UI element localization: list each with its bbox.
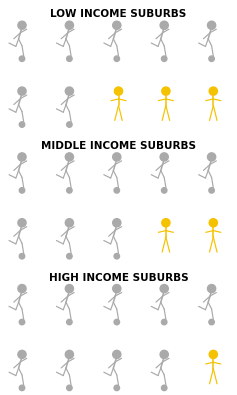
Circle shape (67, 385, 72, 391)
Circle shape (65, 87, 73, 95)
Circle shape (18, 21, 26, 29)
Circle shape (209, 350, 217, 359)
Circle shape (67, 56, 72, 62)
Text: HIGH INCOME SUBURBS: HIGH INCOME SUBURBS (49, 273, 188, 282)
Circle shape (161, 319, 167, 325)
Circle shape (113, 350, 121, 359)
Circle shape (114, 87, 123, 95)
Circle shape (113, 284, 121, 293)
Circle shape (114, 254, 119, 259)
Circle shape (209, 56, 214, 62)
Circle shape (65, 284, 73, 293)
Circle shape (161, 56, 167, 62)
Circle shape (18, 87, 26, 95)
Circle shape (19, 385, 25, 391)
Circle shape (18, 219, 26, 227)
Circle shape (160, 21, 168, 29)
Circle shape (162, 219, 170, 227)
Circle shape (162, 87, 170, 95)
Circle shape (160, 350, 168, 359)
Circle shape (160, 284, 168, 293)
Text: MIDDLE INCOME SUBURBS: MIDDLE INCOME SUBURBS (41, 141, 196, 151)
Circle shape (18, 284, 26, 293)
Circle shape (19, 188, 25, 193)
Circle shape (113, 153, 121, 161)
Circle shape (67, 122, 72, 127)
Text: LOW INCOME SUBURBS: LOW INCOME SUBURBS (50, 9, 187, 19)
Circle shape (67, 254, 72, 259)
Circle shape (18, 153, 26, 161)
Circle shape (19, 254, 25, 259)
Circle shape (19, 319, 25, 325)
Circle shape (160, 153, 168, 161)
Circle shape (114, 56, 119, 62)
Circle shape (209, 219, 217, 227)
Circle shape (209, 319, 214, 325)
Circle shape (113, 21, 121, 29)
Circle shape (161, 385, 167, 391)
Circle shape (114, 319, 119, 325)
Circle shape (208, 284, 216, 293)
Circle shape (65, 21, 73, 29)
Circle shape (209, 188, 214, 193)
Circle shape (209, 87, 217, 95)
Circle shape (208, 21, 216, 29)
Circle shape (208, 153, 216, 161)
Circle shape (67, 188, 72, 193)
Circle shape (19, 56, 25, 62)
Circle shape (19, 122, 25, 127)
Circle shape (65, 153, 73, 161)
Circle shape (18, 350, 26, 359)
Circle shape (65, 219, 73, 227)
Circle shape (161, 188, 167, 193)
Circle shape (113, 219, 121, 227)
Circle shape (114, 188, 119, 193)
Circle shape (67, 319, 72, 325)
Circle shape (114, 385, 119, 391)
Circle shape (65, 350, 73, 359)
